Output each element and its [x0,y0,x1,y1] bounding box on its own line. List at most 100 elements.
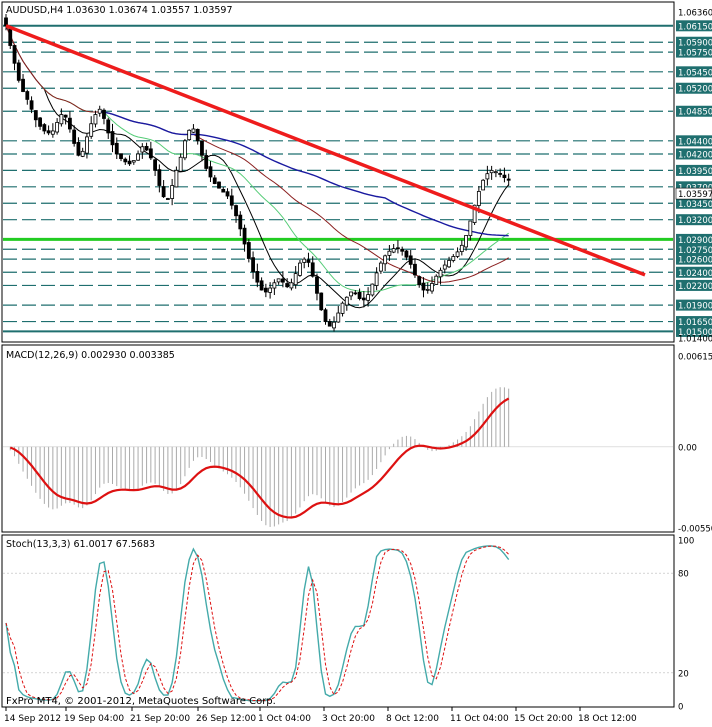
price-level-label: 1.05200 [678,85,712,95]
candle-body [272,282,277,289]
time-tick-label: 8 Oct 12:00 [386,714,439,724]
candle [21,74,25,93]
candle-body [285,283,290,288]
candle [293,266,298,289]
candle-body [217,181,221,189]
candle-body [33,110,38,121]
horizontal-levels [3,24,673,333]
candle-body [80,150,85,157]
candle-body [85,136,89,154]
candle-body [383,255,388,265]
candle [276,278,281,285]
candle [400,246,405,256]
candle [16,59,21,83]
candle [234,204,238,223]
candle-body [12,45,17,64]
candle-body [50,130,55,135]
candle-body [208,166,213,178]
candle [340,301,345,317]
candle-body [29,100,34,110]
macd-title: MACD(12,26,9) 0.002930 0.003385 [6,350,175,361]
candle [430,276,434,294]
candle [413,259,417,278]
candle-body [204,155,209,169]
price-level-label: 1.04850 [678,108,712,118]
candle [481,178,486,191]
time-tick-label: 19 Sep 04:00 [64,714,124,724]
candle [289,278,294,291]
ma-slow-line [5,25,509,283]
candle-body [153,159,158,171]
candle-body [315,276,319,294]
candle [255,263,260,288]
candle-body [161,186,166,198]
candle-body [476,191,481,206]
stoch-tick-label: 80 [678,570,689,580]
candle-body [430,283,434,292]
candle-body [174,169,179,188]
candle-body [396,247,400,250]
candle-body [438,269,443,278]
candle-body [366,294,371,301]
price-level-label: 1.01650 [678,318,712,328]
candle-body [144,145,149,151]
candle-body [447,260,451,268]
candle [114,137,119,160]
candle [493,169,498,178]
candle [119,153,123,162]
candle [502,167,507,183]
candle-body [498,173,503,175]
price-level-tag [676,253,712,265]
candle [246,239,251,263]
candle [361,291,366,308]
candle-body [242,227,247,245]
candle-body [340,302,345,314]
candle-body [391,248,396,253]
candle-body [298,262,302,276]
price-level-label: 1.04400 [678,137,712,147]
footer-copyright: FxPro MT4, © 2001-2012, MetaQuotes Softw… [6,696,276,707]
candle [140,143,145,159]
time-tick-label: 14 Sep 2012 [4,714,61,724]
candle [327,318,332,327]
candle [157,164,162,193]
candle [280,271,285,288]
stoch-title: Stoch(13,3,3) 61.0017 67.5683 [6,539,155,550]
candle [29,96,34,114]
stoch-tick-label: 20 [678,669,689,679]
candle [217,181,221,189]
candle-body [46,130,51,134]
candle [200,140,204,162]
stoch-tick-label: 0 [678,703,683,713]
candle [298,260,302,277]
candle [229,188,234,210]
candle [468,220,473,241]
candle-body [195,128,200,142]
candle [242,224,247,252]
price-level-tag [676,148,712,160]
candle-body [200,140,204,156]
macd-tick-label: -0.00550 [678,525,712,535]
price-level-label: 1.05450 [678,68,712,78]
candle [272,279,277,295]
candle-body [485,173,490,180]
candle [136,150,140,161]
candle-body [110,131,115,146]
price-level-tag [676,66,712,78]
price-level-label: 1.03450 [678,200,712,210]
stoch-tick-label: 100 [678,537,694,547]
price-level-tag [676,164,712,176]
candle [170,178,175,206]
candle-body [157,169,162,186]
candle [187,129,192,141]
price-level-label: 1.02900 [678,236,712,246]
stoch-axis: 100 80 20 0 [678,537,694,713]
macd-layer [3,387,673,527]
price-level-tag [676,214,712,226]
trendline-layer [5,24,646,277]
candle-body [404,250,409,258]
price-level-tag [676,316,712,328]
candle-body [370,283,375,296]
price-level-label: 1.05750 [678,49,712,59]
